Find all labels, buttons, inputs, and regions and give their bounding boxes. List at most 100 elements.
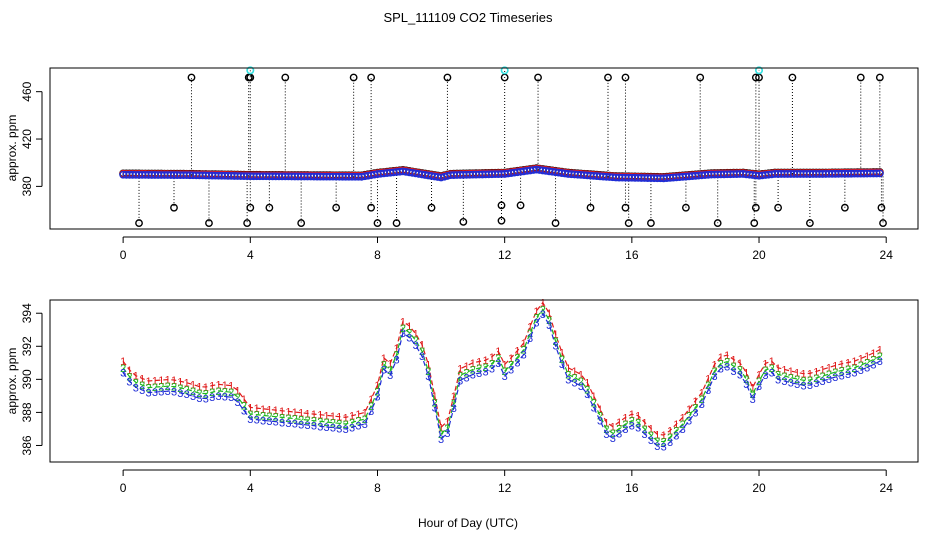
outlier-point-low <box>713 219 722 227</box>
series-point-3: 3 <box>209 392 215 404</box>
series-point-2: 2 <box>343 419 349 431</box>
top-x-tick-label: 0 <box>120 248 127 262</box>
outlier-point-high <box>367 73 376 82</box>
series-point-3: 3 <box>292 419 298 431</box>
series-point-2: 2 <box>642 424 648 436</box>
series-point-2: 2 <box>444 423 450 435</box>
series-point-1: 1 <box>444 416 450 428</box>
series-point-3: 3 <box>381 364 387 376</box>
series-point-1: 1 <box>273 405 279 417</box>
series-point-3: 3 <box>413 340 419 352</box>
series-point-2: 2 <box>419 346 425 358</box>
series-point-2: 2 <box>845 364 851 376</box>
series-point-3: 3 <box>642 429 648 441</box>
series-point-1: 1 <box>845 357 851 369</box>
series-point-1: 1 <box>851 356 857 368</box>
outlier-point-low <box>681 203 690 212</box>
series-point-2: 2 <box>400 323 406 335</box>
series-point-3: 3 <box>126 377 132 389</box>
series-point-1: 1 <box>597 404 603 416</box>
series-point-3: 3 <box>470 369 476 381</box>
series-point-1: 1 <box>285 406 291 418</box>
series-point-3: 3 <box>686 416 692 428</box>
series-point-1: 1 <box>374 380 380 392</box>
outlier-point-low <box>170 203 178 212</box>
series-point-2: 2 <box>559 354 565 366</box>
series-point-1: 1 <box>622 412 628 424</box>
series-point-3: 3 <box>781 376 787 388</box>
outlier-point-low <box>805 219 814 227</box>
series-point-3: 3 <box>330 423 336 435</box>
outlier-point-low <box>624 219 633 227</box>
series-point-2: 2 <box>616 424 622 436</box>
series-point-1: 1 <box>839 359 845 371</box>
bottom-x-tick-label: 16 <box>625 481 639 495</box>
series-point-2: 2 <box>527 328 533 340</box>
series-point-1: 1 <box>584 378 590 390</box>
series-point-3: 3 <box>718 363 724 375</box>
series-point-3: 3 <box>502 371 508 383</box>
series-point-3: 3 <box>190 391 196 403</box>
series-point-1: 1 <box>279 406 285 418</box>
series-point-3: 3 <box>387 370 393 382</box>
series-point-3: 3 <box>578 381 584 393</box>
series-point-3: 3 <box>705 385 711 397</box>
outlier-point-low <box>497 201 506 210</box>
series-point-2: 2 <box>540 304 546 316</box>
series-point-1: 1 <box>877 345 883 357</box>
series-point-3: 3 <box>463 372 469 384</box>
series-point-3: 3 <box>552 341 558 353</box>
series-point-3: 3 <box>184 389 190 401</box>
series-point-2: 2 <box>413 335 419 347</box>
series-point-2: 2 <box>451 398 457 410</box>
series-point-3: 3 <box>870 359 876 371</box>
series-point-1: 1 <box>406 321 412 333</box>
series-point-2: 2 <box>864 357 870 369</box>
series-point-3: 3 <box>368 406 374 418</box>
series-point-2: 2 <box>330 418 336 430</box>
series-point-3: 3 <box>222 392 228 404</box>
series-point-3: 3 <box>622 424 628 436</box>
series-point-1: 1 <box>139 373 145 385</box>
series-point-1: 1 <box>190 380 196 392</box>
series-point-1: 1 <box>820 364 826 376</box>
series-point-3: 3 <box>451 403 457 415</box>
series-point-2: 2 <box>304 415 310 427</box>
series-point-1: 1 <box>616 417 622 429</box>
series-point-2: 2 <box>565 369 571 381</box>
top-y-axis-label: approx. ppm <box>5 115 19 182</box>
series-point-1: 1 <box>196 382 202 394</box>
series-point-3: 3 <box>584 389 590 401</box>
series-point-2: 2 <box>769 363 775 375</box>
series-point-2: 2 <box>711 366 717 378</box>
series-point-2: 2 <box>508 359 514 371</box>
bottom-x-tick-label: 12 <box>498 481 512 495</box>
series-point-2: 2 <box>362 414 368 426</box>
series-point-2: 2 <box>597 411 603 423</box>
series-point-1: 1 <box>184 378 190 390</box>
series-point-1: 1 <box>794 367 800 379</box>
series-point-2: 2 <box>463 367 469 379</box>
series-point-1: 1 <box>215 379 221 391</box>
series-point-1: 1 <box>514 346 520 358</box>
series-point-2: 2 <box>425 366 431 378</box>
series-point-2: 2 <box>457 370 463 382</box>
series-point-3: 3 <box>597 416 603 428</box>
top-x-tick-label: 4 <box>247 248 254 262</box>
series-point-1: 1 <box>228 381 234 393</box>
series-point-3: 3 <box>750 394 756 406</box>
series-point-2: 2 <box>584 384 590 396</box>
series-point-2: 2 <box>209 387 215 399</box>
series-point-2: 2 <box>514 352 520 364</box>
series-point-2: 2 <box>788 373 794 385</box>
series-point-3: 3 <box>495 358 501 370</box>
series-point-1: 1 <box>565 363 571 375</box>
series-point-1: 1 <box>298 408 304 420</box>
outlier-point-cyan <box>755 66 764 75</box>
series-point-1: 1 <box>788 366 794 378</box>
bottom-x-tick-label: 0 <box>120 481 127 495</box>
series-point-2: 2 <box>533 313 539 325</box>
outlier-point-high <box>696 73 705 82</box>
outlier-point-low <box>135 219 143 227</box>
